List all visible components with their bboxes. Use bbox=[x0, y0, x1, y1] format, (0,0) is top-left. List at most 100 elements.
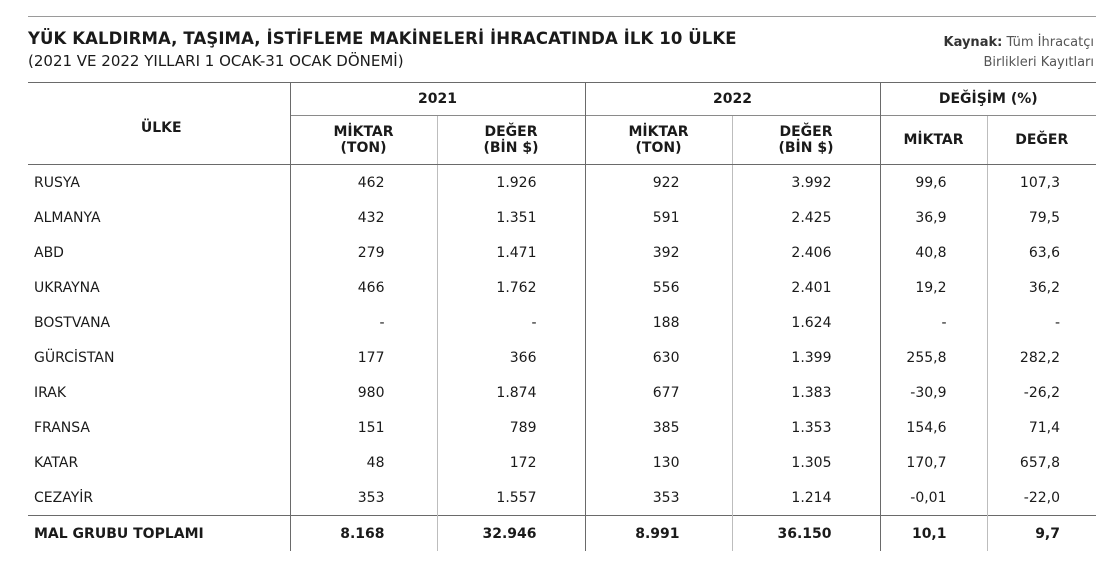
qty-2022-cell: 922 bbox=[584, 164, 732, 200]
country-cell: RUSYA bbox=[34, 174, 80, 191]
val-2022-cell: 1.624 bbox=[731, 305, 880, 340]
change-val-cell: -26,2 bbox=[986, 375, 1096, 410]
table-row: IRAK 980 1.874 677 1.383 -30,9 -26,2 bbox=[28, 375, 1096, 410]
source-line1: Tüm İhracatçı bbox=[1006, 35, 1094, 50]
country-cell: BOSTVANA bbox=[34, 314, 111, 331]
change-val-cell: 282,2 bbox=[986, 340, 1096, 375]
change-qty-cell: 154,6 bbox=[879, 410, 987, 445]
country-cell: KATAR bbox=[34, 454, 79, 471]
change-qty-cell: -30,9 bbox=[879, 375, 987, 410]
val-2021-cell: 1.351 bbox=[436, 200, 585, 235]
qty-2021-cell: 151 bbox=[289, 410, 437, 445]
change-qty-cell: 99,6 bbox=[879, 164, 987, 200]
table-row: FRANSA 151 789 385 1.353 154,6 71,4 bbox=[28, 410, 1096, 445]
country-cell: ABD bbox=[34, 244, 64, 261]
qty-2021-cell: 279 bbox=[289, 235, 437, 270]
val-2021-cell: 172 bbox=[436, 445, 585, 480]
change-qty-cell: 19,2 bbox=[879, 270, 987, 305]
change-val-cell: 9,7 bbox=[986, 515, 1096, 551]
val-2022-cell: 2.406 bbox=[731, 235, 880, 270]
qty-2022-cell: 556 bbox=[584, 270, 732, 305]
qty-2022-cell: 630 bbox=[584, 340, 732, 375]
qty-2021-cell: - bbox=[289, 305, 437, 340]
country-cell: FRANSA bbox=[34, 419, 90, 436]
qty-2021-cell: 432 bbox=[289, 200, 437, 235]
change-qty-cell: 255,8 bbox=[879, 340, 987, 375]
table-row: UKRAYNA 466 1.762 556 2.401 19,2 36,2 bbox=[28, 270, 1096, 305]
qty-2021-cell: 980 bbox=[289, 375, 437, 410]
qty-2021-cell: 466 bbox=[289, 270, 437, 305]
table-row: CEZAYİR 353 1.557 353 1.214 -0,01 -22,0 bbox=[28, 480, 1096, 516]
change-val-cell: 63,6 bbox=[986, 235, 1096, 270]
change-qty-cell: 40,8 bbox=[879, 235, 987, 270]
qty-2021-cell: 177 bbox=[289, 340, 437, 375]
change-qty-cell: - bbox=[879, 305, 987, 340]
header-change-val: DEĞER bbox=[986, 115, 1096, 165]
qty-2022-cell: 677 bbox=[584, 375, 732, 410]
val-2021-cell: 1.557 bbox=[436, 480, 585, 516]
change-qty-cell: 10,1 bbox=[879, 515, 987, 551]
change-val-cell: 107,3 bbox=[986, 164, 1096, 200]
table-body: RUSYA 462 1.926 922 3.992 99,6 107,3 ALMANYA 432… bbox=[28, 164, 1096, 551]
table-row: GÜRCİSTAN 177 366 630 1.399 255,8 282,2 bbox=[28, 340, 1096, 375]
val-2022-cell: 1.399 bbox=[731, 340, 880, 375]
change-val-cell: -22,0 bbox=[986, 480, 1096, 516]
table-subtitle: (2021 VE 2022 YILLARI 1 OCAK-31 OCAK DÖN… bbox=[28, 52, 404, 70]
val-2021-cell: 1.762 bbox=[436, 270, 585, 305]
val-2021-cell: 366 bbox=[436, 340, 585, 375]
change-val-cell: 79,5 bbox=[986, 200, 1096, 235]
change-qty-cell: 170,7 bbox=[879, 445, 987, 480]
header-year-2021: 2021 bbox=[289, 82, 585, 116]
val-2022-cell: 1.305 bbox=[731, 445, 880, 480]
country-cell: CEZAYİR bbox=[34, 489, 94, 506]
country-cell: GÜRCİSTAN bbox=[34, 349, 115, 366]
change-qty-cell: -0,01 bbox=[879, 480, 987, 516]
val-2022-cell: 1.383 bbox=[731, 375, 880, 410]
qty-2022-cell: 188 bbox=[584, 305, 732, 340]
source-note: Kaynak: Tüm İhracatçı Birlikleri Kayıtla… bbox=[944, 33, 1094, 73]
header-val-2022: DEĞER (BİN $) bbox=[731, 115, 880, 165]
table-row: ABD 279 1.471 392 2.406 40,8 63,6 bbox=[28, 235, 1096, 270]
val-2022-cell: 1.353 bbox=[731, 410, 880, 445]
qty-2021-cell: 8.168 bbox=[289, 515, 437, 551]
top-rule bbox=[28, 16, 1096, 17]
val-2022-cell: 36.150 bbox=[731, 515, 880, 551]
table-row: RUSYA 462 1.926 922 3.992 99,6 107,3 bbox=[28, 164, 1096, 200]
val-2022-cell: 2.401 bbox=[731, 270, 880, 305]
qty-2021-cell: 353 bbox=[289, 480, 437, 516]
total-row: MAL GRUBU TOPLAMI 8.168 32.946 8.991 36.150 1… bbox=[28, 515, 1096, 551]
header-val-2021: DEĞER (BİN $) bbox=[436, 115, 585, 165]
header-change: DEĞİŞİM (%) bbox=[879, 82, 1096, 116]
qty-2021-cell: 48 bbox=[289, 445, 437, 480]
change-val-cell: 71,4 bbox=[986, 410, 1096, 445]
source-line2: Birlikleri Kayıtları bbox=[983, 55, 1094, 70]
source-label: Kaynak: bbox=[943, 35, 1003, 50]
val-2022-cell: 2.425 bbox=[731, 200, 880, 235]
qty-2022-cell: 392 bbox=[584, 235, 732, 270]
val-2021-cell: 1.471 bbox=[436, 235, 585, 270]
country-cell: IRAK bbox=[34, 384, 67, 401]
val-2021-cell: 1.874 bbox=[436, 375, 585, 410]
header-change-qty: MİKTAR bbox=[879, 115, 987, 165]
table-title: YÜK KALDIRMA, TAŞIMA, İSTİFLEME MAKİNELE… bbox=[28, 29, 737, 48]
qty-2022-cell: 130 bbox=[584, 445, 732, 480]
table-row: BOSTVANA - -188 1.624- - bbox=[28, 305, 1096, 340]
qty-2022-cell: 591 bbox=[584, 200, 732, 235]
header-country: ÜLKE bbox=[28, 82, 290, 165]
country-cell: ALMANYA bbox=[34, 209, 101, 226]
change-val-cell: 36,2 bbox=[986, 270, 1096, 305]
header-qty-2022: MİKTAR (TON) bbox=[584, 115, 732, 165]
change-qty-cell: 36,9 bbox=[879, 200, 987, 235]
val-2021-cell: 789 bbox=[436, 410, 585, 445]
qty-2022-cell: 353 bbox=[584, 480, 732, 516]
table-row: KATAR 48 172 130 1.305 170,7 657,8 bbox=[28, 445, 1096, 480]
change-val-cell: - bbox=[986, 305, 1096, 340]
val-2022-cell: 1.214 bbox=[731, 480, 880, 516]
qty-2021-cell: 462 bbox=[289, 164, 437, 200]
qty-2022-cell: 385 bbox=[584, 410, 732, 445]
val-2021-cell: 32.946 bbox=[436, 515, 585, 551]
val-2021-cell: - bbox=[436, 305, 585, 340]
change-val-cell: 657,8 bbox=[986, 445, 1096, 480]
country-cell: MAL GRUBU TOPLAMI bbox=[28, 515, 290, 551]
table-row: ALMANYA 432 1.351 591 2.425 36,9 79,5 bbox=[28, 200, 1096, 235]
